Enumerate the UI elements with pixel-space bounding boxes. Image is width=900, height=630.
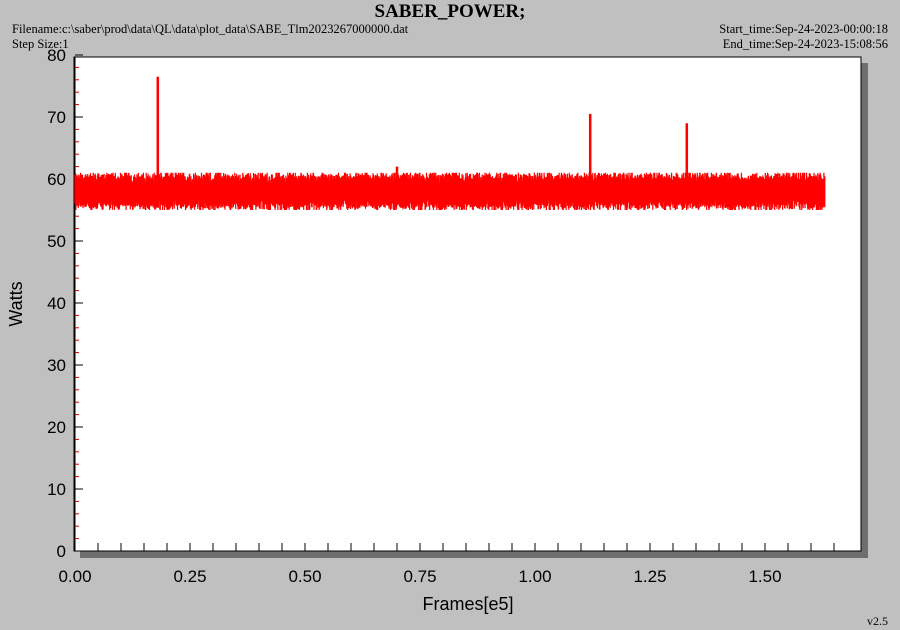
- y-tick-label: 10: [47, 480, 66, 499]
- y-tick-label: 0: [57, 542, 66, 561]
- version-label: v2.5: [867, 614, 888, 628]
- plot-area: [73, 56, 862, 552]
- step-size-label: Step Size:1: [12, 37, 69, 51]
- x-tick-label: 0.50: [288, 567, 321, 586]
- series-band: [74, 172, 826, 211]
- y-axis-label: Watts: [6, 281, 26, 326]
- series-power: [74, 76, 826, 211]
- x-tick-label: 1.50: [748, 567, 781, 586]
- x-tick-label: 1.00: [518, 567, 551, 586]
- x-tick-labels: 0.00 0.25 0.50 0.75 1.00 1.25 1.50: [58, 567, 781, 586]
- x-axis-label: Frames[e5]: [422, 594, 513, 614]
- major-ticks: [74, 54, 766, 552]
- filename-label: Filename:c:\saber\prod\data\QL\data\plot…: [12, 22, 409, 36]
- y-tick-label: 70: [47, 108, 66, 127]
- y-tick-label: 40: [47, 294, 66, 313]
- y-tick-label: 50: [47, 232, 66, 251]
- x-tick-label: 1.25: [633, 567, 666, 586]
- x-tick-label: 0.75: [403, 567, 436, 586]
- x-tick-label: 0.25: [173, 567, 206, 586]
- y-tick-label: 80: [47, 46, 66, 65]
- y-tick-label: 60: [47, 170, 66, 189]
- y-tick-labels: 0 10 20 30 40 50 60 70 80: [47, 46, 66, 561]
- chart-title: SABER_POWER;: [374, 1, 526, 22]
- start-time-label: Start_time:Sep-24-2023-00:00:18: [719, 22, 888, 36]
- end-time-label: End_time:Sep-24-2023-15:08:56: [722, 37, 888, 51]
- y-tick-label: 30: [47, 356, 66, 375]
- y-tick-label: 20: [47, 418, 66, 437]
- x-tick-label: 0.00: [58, 567, 91, 586]
